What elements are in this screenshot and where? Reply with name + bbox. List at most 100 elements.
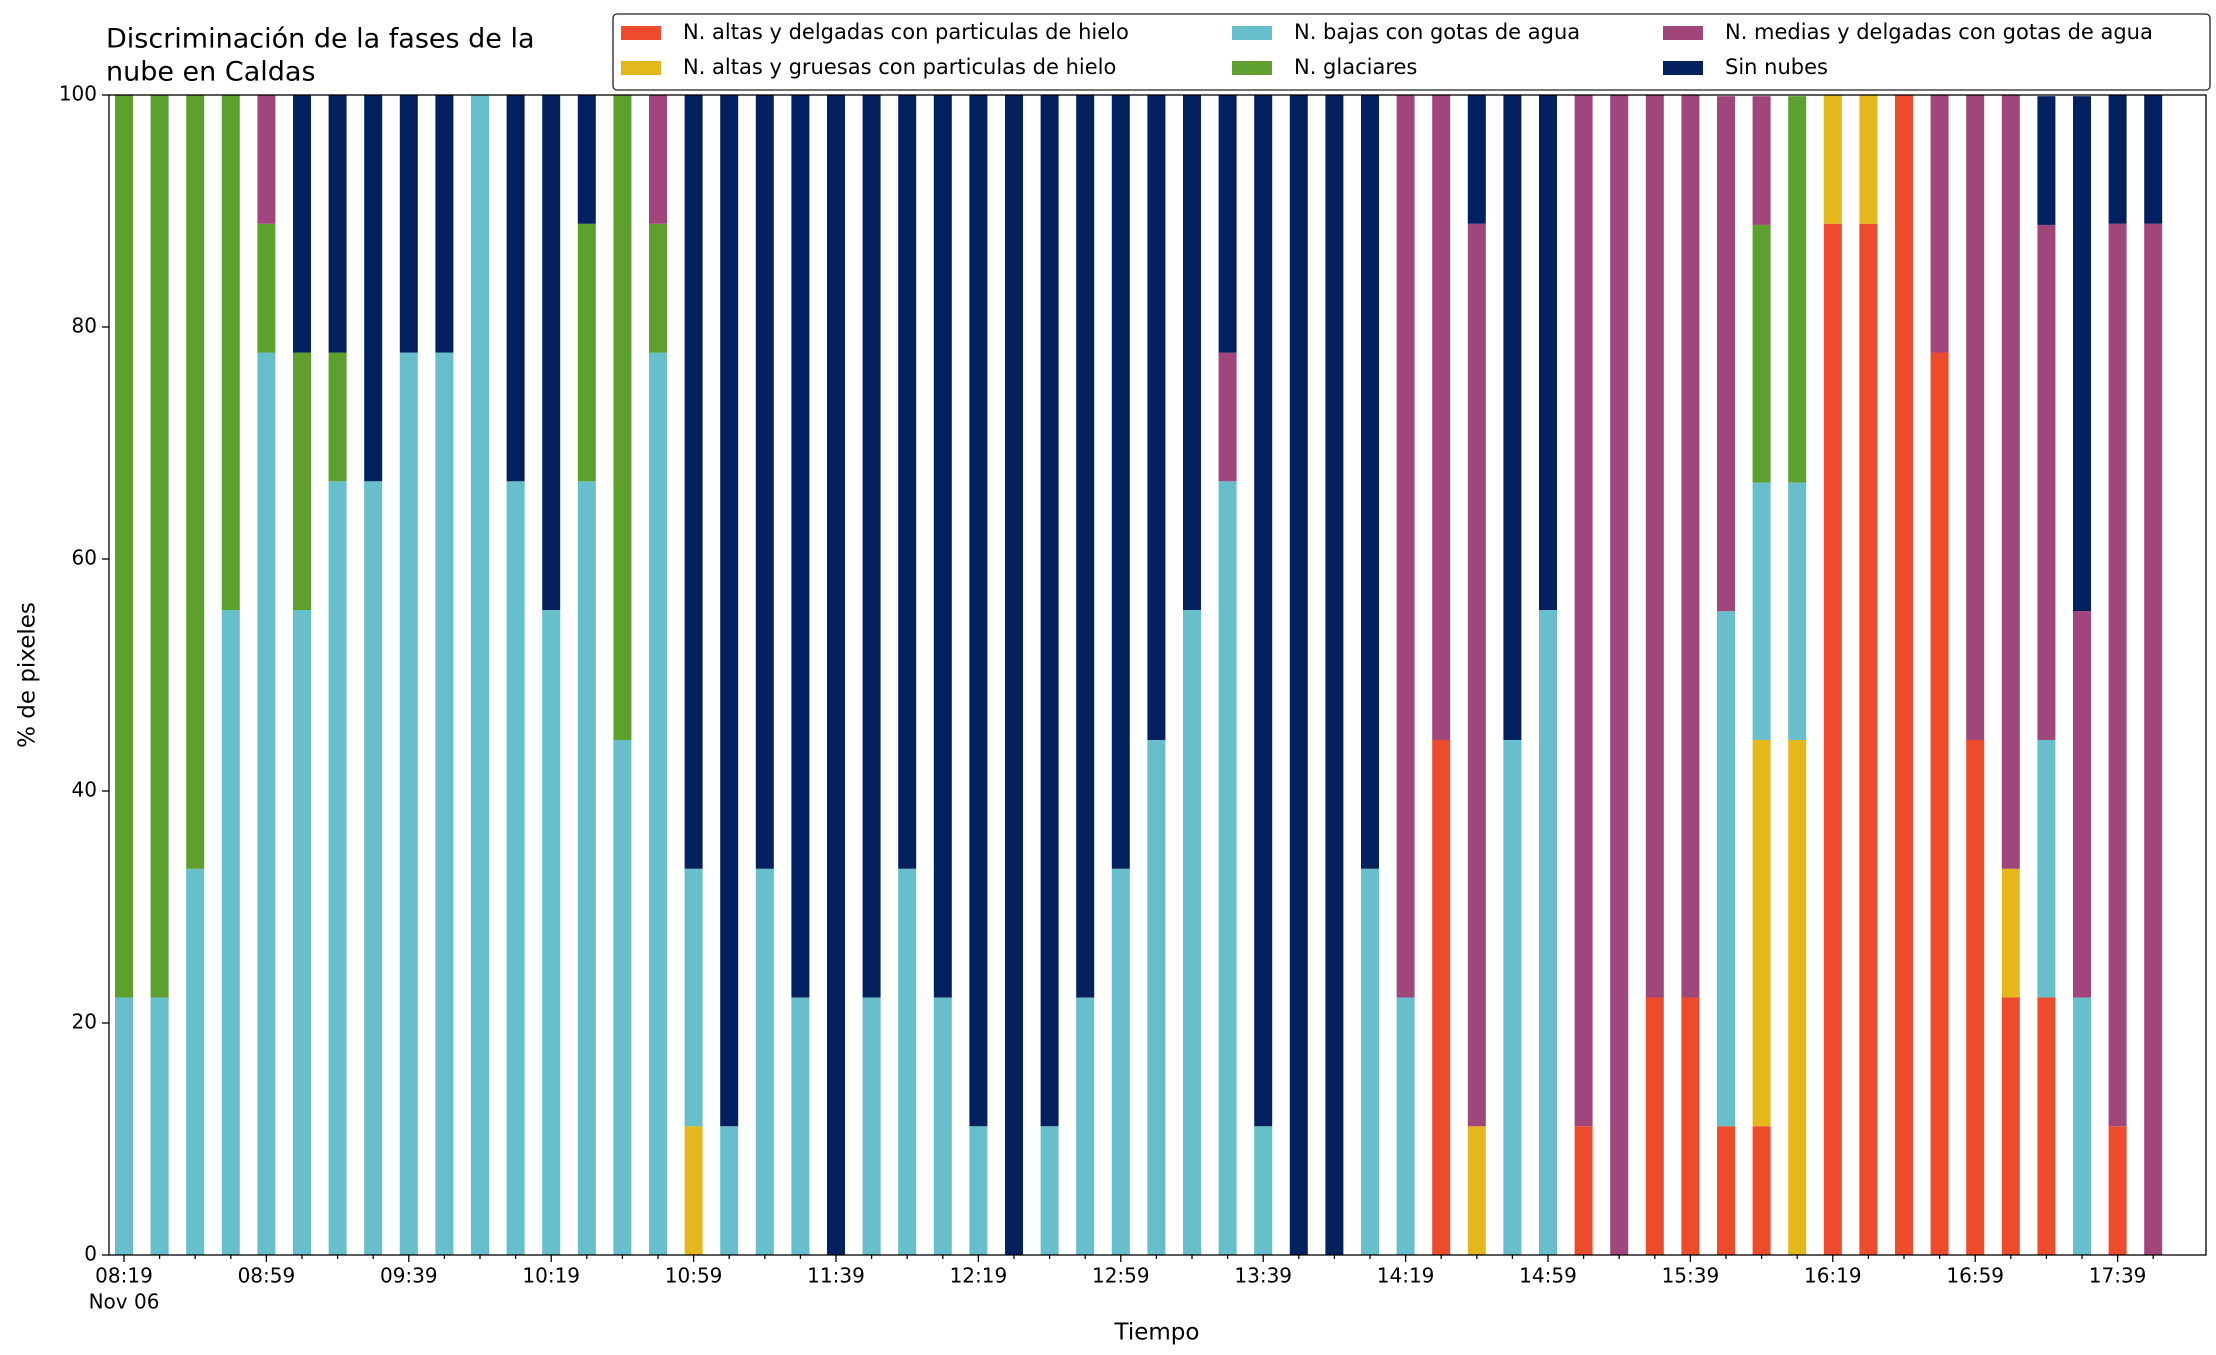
y-axis-label: % de pixeles [15,602,41,748]
x-tick-label: 08:19 [95,1264,153,1288]
bar-segment [1681,997,1700,1255]
x-tick-label: 08:59 [238,1264,296,1288]
bar-segment [649,352,667,1255]
bar-segment [1574,95,1593,1127]
bar-segment [506,95,525,482]
bar-segment [2144,95,2163,224]
bar-segment [1574,1126,1593,1255]
bar-segment [435,95,454,353]
bar-segment [2037,739,2056,998]
bar-segment [399,352,418,1255]
bar-segment [1788,482,1807,740]
bar-segment [1823,95,1842,224]
bar-segment [1539,95,1557,611]
bar-segment [257,352,276,1255]
legend-box [612,13,2211,91]
bar-segment [969,95,988,1127]
bar-segment [1966,95,1985,740]
bar-segment [221,95,240,611]
bar-segment [1467,95,1486,224]
bar-segment [862,95,881,998]
bar-segment [1859,223,1878,1255]
bar-segment [328,352,347,482]
bar-segment [1076,95,1095,998]
bar-segment [1895,95,1913,1255]
legend-swatch [621,61,661,75]
bar-segment [542,610,561,1255]
bar-segment [969,1126,988,1255]
bar-segment [1040,95,1059,1127]
bar-segment [577,481,596,1255]
chart-title: Discriminación de la fases de la [106,24,535,55]
x-tick-label: 15:39 [1662,1264,1720,1288]
bar-segment [1717,96,1735,612]
bar-segment [1183,610,1201,1255]
bar-segment [1752,1126,1771,1255]
bar-segment [115,997,133,1255]
bar-segment [257,223,276,353]
bar-segment [435,352,454,1255]
bar-segment [293,610,311,1255]
x-tick-label: 16:19 [1804,1264,1862,1288]
x-tick-label: 12:19 [950,1264,1008,1288]
bar-segment [1823,223,1842,1255]
bar-segment [613,95,632,740]
bar-segment [1111,95,1130,869]
bar-segment [1040,1126,1059,1255]
bar-segment [684,868,703,1127]
bar-segment [755,868,774,1255]
bar-segment [1111,868,1130,1255]
bar-segment [720,95,739,1127]
bar-segment [1610,95,1629,1255]
bar-segment [150,95,169,998]
legend-swatch [1663,26,1703,40]
bar-segment [1539,610,1557,1255]
bar-segment [1930,95,1949,353]
bar-segment [1218,481,1237,1255]
bar-segment [898,95,917,869]
bar-segment [257,95,276,224]
bar-segment [1467,1126,1486,1255]
bar-segment [2108,1126,2127,1255]
bar-segment [115,95,133,998]
bar-segment [1788,739,1807,1255]
legend-label: N. glaciares [1294,55,1417,79]
bar-segment [1503,95,1522,740]
bar-segment [1467,223,1486,1127]
legend-label: N. medias y delgadas con gotas de agua [1725,20,2153,44]
bar-segment [791,997,810,1255]
bar-segment [328,481,347,1255]
y-tick-label: 40 [72,778,97,802]
y-tick-label: 0 [84,1242,97,1266]
x-date-label: Nov 06 [89,1290,160,1314]
bar-segment [1147,739,1166,1255]
bar-segment [1076,997,1095,1255]
bar-segment [1005,95,1023,1255]
bar-segment [1859,95,1878,224]
bar-segment [1681,95,1700,998]
bar-segment [933,997,952,1255]
bar-segment [471,95,489,1255]
bar-segment [1752,96,1771,225]
x-tick-label: 09:39 [380,1264,438,1288]
bar-segment [2144,223,2163,1255]
bar-segment [1752,482,1771,740]
bar-segment [1218,95,1237,353]
y-tick-label: 60 [72,546,97,570]
bar-segment [862,997,881,1255]
bar-segment [1752,224,1771,483]
bar-segment [1966,739,1985,1255]
legend-label: N. altas y gruesas con particulas de hie… [683,55,1116,79]
bar-segment [2073,997,2091,1255]
bar-segment [755,95,774,869]
bar-segment [1361,868,1379,1255]
bar-segment [2037,224,2056,740]
bar-segment [1930,352,1949,1255]
legend-swatch [1232,26,1272,40]
plot-frame [108,94,2207,1256]
bar-segment [2001,997,2020,1255]
chart-title: nube en Caldas [106,57,316,88]
y-tick-label: 80 [72,314,97,338]
bar-segment [1717,1126,1735,1255]
legend-swatch [1663,61,1703,75]
